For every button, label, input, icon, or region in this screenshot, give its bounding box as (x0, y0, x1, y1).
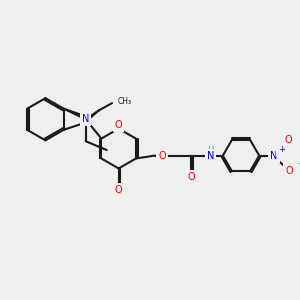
Text: H: H (207, 146, 214, 155)
Text: O: O (158, 151, 166, 160)
Text: O: O (188, 172, 195, 182)
Text: O: O (115, 185, 122, 195)
Text: ⁻: ⁻ (297, 161, 300, 171)
Text: +: + (278, 145, 285, 154)
Text: O: O (285, 135, 292, 145)
Text: O: O (115, 119, 122, 130)
Text: N: N (207, 151, 214, 160)
Text: O: O (286, 167, 293, 176)
Text: CH₃: CH₃ (117, 97, 131, 106)
Text: N: N (270, 151, 278, 160)
Text: N: N (82, 114, 89, 124)
